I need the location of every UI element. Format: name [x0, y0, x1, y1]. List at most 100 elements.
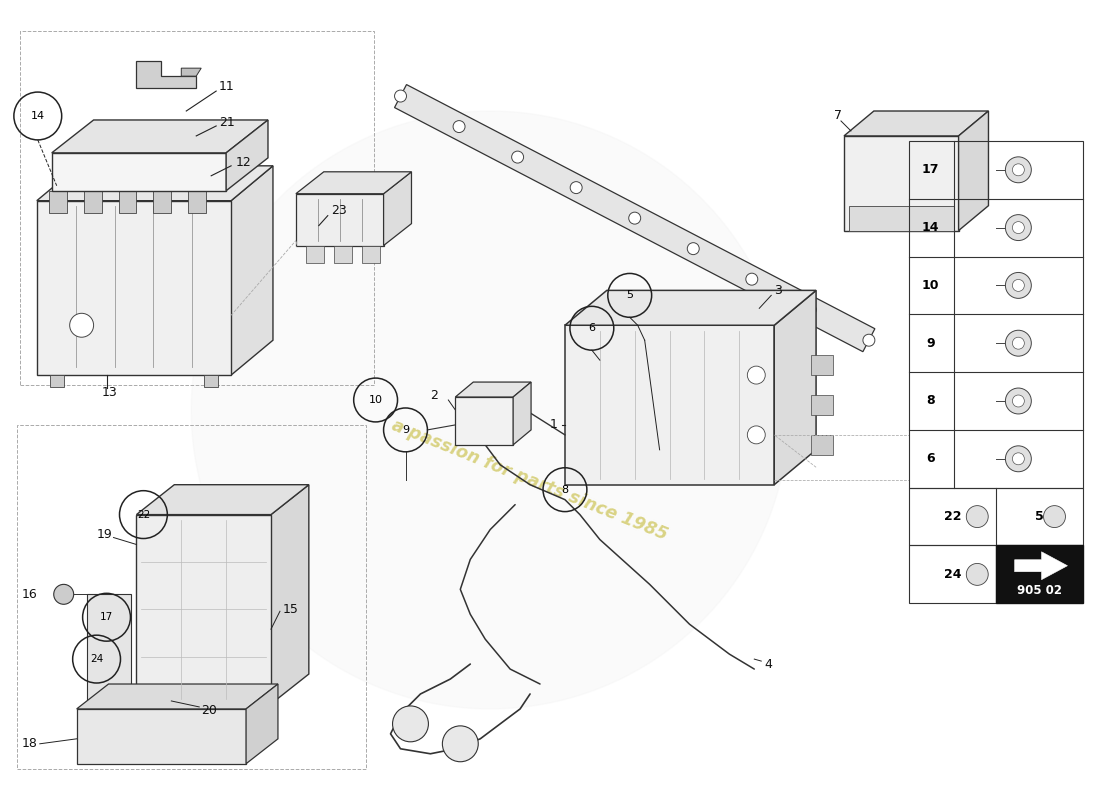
Circle shape	[442, 726, 478, 762]
Polygon shape	[182, 68, 201, 76]
Circle shape	[69, 314, 94, 338]
Circle shape	[746, 273, 758, 285]
Polygon shape	[77, 684, 278, 709]
Text: 5: 5	[1035, 510, 1044, 523]
Circle shape	[1012, 164, 1024, 176]
Circle shape	[1044, 506, 1066, 527]
Polygon shape	[191, 111, 789, 709]
Bar	[20, 31, 374, 385]
Bar	[811, 435, 833, 455]
Polygon shape	[844, 111, 989, 136]
Circle shape	[629, 212, 640, 224]
Bar	[153, 190, 172, 213]
Text: 11: 11	[219, 79, 235, 93]
Polygon shape	[52, 153, 227, 190]
Circle shape	[1005, 157, 1032, 182]
Bar	[909, 488, 1084, 546]
Text: 15: 15	[283, 602, 299, 616]
Circle shape	[512, 151, 524, 163]
Circle shape	[688, 242, 700, 254]
Text: 9: 9	[402, 425, 409, 435]
Polygon shape	[52, 120, 268, 153]
Text: 14: 14	[31, 111, 45, 121]
Polygon shape	[271, 485, 309, 704]
Circle shape	[1005, 273, 1032, 298]
Text: 16: 16	[22, 588, 37, 601]
Circle shape	[804, 304, 816, 316]
Polygon shape	[565, 326, 774, 485]
Text: 24: 24	[944, 568, 961, 581]
Polygon shape	[77, 709, 246, 764]
Text: 4: 4	[764, 658, 772, 670]
Polygon shape	[136, 514, 271, 704]
Circle shape	[966, 563, 988, 586]
Circle shape	[747, 426, 766, 444]
Text: 9: 9	[926, 337, 935, 350]
Circle shape	[570, 182, 582, 194]
Circle shape	[862, 334, 874, 346]
Bar	[306, 246, 323, 263]
Bar	[84, 190, 101, 213]
Polygon shape	[513, 382, 531, 445]
Polygon shape	[395, 85, 874, 352]
Polygon shape	[87, 594, 132, 704]
Polygon shape	[455, 397, 513, 445]
Polygon shape	[1014, 552, 1067, 580]
Text: 6: 6	[926, 452, 935, 466]
Polygon shape	[296, 194, 384, 246]
Polygon shape	[849, 206, 954, 230]
Polygon shape	[136, 61, 196, 88]
Text: 5: 5	[626, 290, 634, 300]
Text: 23: 23	[331, 204, 346, 217]
Bar	[205, 375, 218, 387]
Circle shape	[1005, 330, 1032, 356]
Text: 8: 8	[926, 394, 935, 407]
Bar	[362, 246, 380, 263]
Circle shape	[453, 121, 465, 133]
Bar	[188, 190, 206, 213]
Circle shape	[966, 506, 988, 527]
Circle shape	[393, 706, 428, 742]
Circle shape	[1012, 395, 1024, 407]
Text: 3: 3	[774, 284, 782, 297]
Text: 17: 17	[922, 163, 939, 176]
Text: 1: 1	[550, 418, 558, 431]
Bar	[333, 246, 352, 263]
Text: 2: 2	[430, 389, 438, 402]
Polygon shape	[36, 166, 273, 201]
Polygon shape	[958, 111, 989, 230]
Circle shape	[395, 90, 407, 102]
Polygon shape	[774, 290, 816, 485]
Text: 22: 22	[136, 510, 150, 520]
Text: 10: 10	[368, 395, 383, 405]
Text: 19: 19	[97, 528, 112, 541]
Bar	[119, 190, 136, 213]
Text: 8: 8	[561, 485, 569, 494]
Polygon shape	[246, 684, 278, 764]
Polygon shape	[844, 136, 958, 230]
Text: 6: 6	[588, 323, 595, 334]
Circle shape	[1005, 214, 1032, 241]
Text: 13: 13	[101, 386, 118, 398]
Text: 905 02: 905 02	[1018, 584, 1062, 597]
Circle shape	[747, 366, 766, 384]
Circle shape	[1005, 446, 1032, 472]
Polygon shape	[231, 166, 273, 375]
Circle shape	[1005, 388, 1032, 414]
Text: 21: 21	[219, 117, 235, 130]
Polygon shape	[36, 201, 231, 375]
Text: 7: 7	[834, 110, 842, 122]
Bar	[909, 546, 996, 603]
Circle shape	[1012, 338, 1024, 349]
Circle shape	[54, 584, 74, 604]
Polygon shape	[136, 485, 309, 514]
Bar	[811, 355, 833, 375]
Bar	[909, 141, 1084, 488]
Text: 18: 18	[22, 738, 37, 750]
Text: 17: 17	[100, 612, 113, 622]
Polygon shape	[296, 172, 411, 194]
Polygon shape	[384, 172, 411, 246]
Bar	[50, 375, 64, 387]
Text: 12: 12	[236, 156, 252, 170]
Circle shape	[1012, 453, 1024, 465]
